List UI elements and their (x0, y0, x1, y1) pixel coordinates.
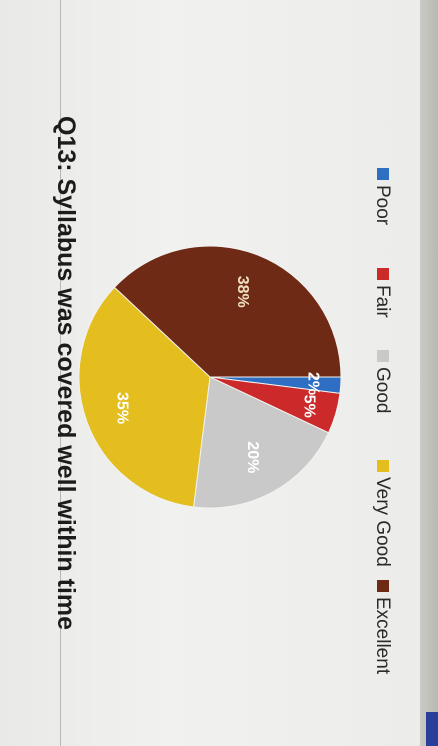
legend-label-poor: Poor (372, 185, 393, 226)
slide-border-line (60, 0, 61, 746)
data-label-excellent: 38% (234, 276, 251, 308)
legend-label-good: Good (372, 367, 393, 413)
page-edge (420, 0, 438, 746)
legend-label-excellent: Excellent (372, 597, 393, 675)
legend: Poor Fair Good Very Good Excellent (372, 168, 393, 675)
legend-label-very-good: Very Good (372, 477, 393, 567)
legend-swatch-excellent (377, 580, 389, 592)
data-label-good: 20% (244, 441, 261, 473)
data-label-poor: 2% (305, 372, 322, 395)
legend-label-fair: Fair (372, 285, 393, 318)
pie-slice-labels: 2%5% 20% 35% 38% (114, 276, 322, 474)
data-label-fair: 5% (301, 395, 318, 418)
legend-swatch-good (377, 350, 389, 362)
pie-slice-very-good (78, 286, 211, 508)
corner-mark (426, 712, 438, 746)
pie-slice-good (193, 376, 330, 509)
chart-title: Q13: Syllabus was covered well within ti… (52, 116, 80, 630)
legend-swatch-poor (377, 168, 389, 180)
chart-rotated-group: Q13: Syllabus was covered well within ti… (52, 116, 393, 675)
pie-slices (78, 245, 342, 509)
legend-swatch-fair (377, 268, 389, 280)
pie-slice-excellent (113, 245, 342, 378)
legend-swatch-very-good (377, 460, 389, 472)
data-label-very-good: 35% (114, 392, 131, 424)
